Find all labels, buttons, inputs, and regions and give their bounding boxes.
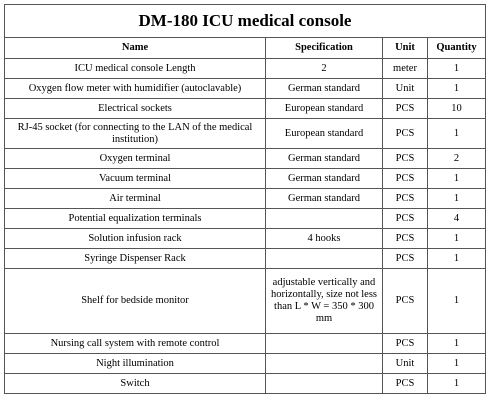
cell-unit: PCS: [382, 98, 428, 119]
cell-name: Oxygen terminal: [4, 148, 266, 169]
cell-quantity: 1: [426, 78, 487, 99]
table-row: Oxygen terminal German standard PCS 2: [4, 148, 487, 169]
cell-specification: adjustable vertically and horizontally, …: [265, 268, 383, 334]
table-row: Nursing call system with remote control …: [4, 333, 487, 354]
table-row: Electrical sockets European standard PCS…: [4, 98, 487, 119]
cell-quantity: 1: [426, 58, 487, 79]
cell-unit: meter: [382, 58, 428, 79]
cell-specification: 2: [265, 58, 383, 79]
cell-unit: PCS: [382, 248, 428, 269]
table-row: Night illumination Unit 1: [4, 353, 487, 374]
cell-unit: PCS: [382, 333, 428, 354]
cell-quantity: 1: [426, 168, 487, 189]
cell-name: Potential equalization terminals: [4, 208, 266, 229]
cell-unit: Unit: [382, 78, 428, 99]
table-row: Air terminal German standard PCS 1: [4, 188, 487, 209]
cell-name: Vacuum terminal: [4, 168, 266, 189]
cell-name: Electrical sockets: [4, 98, 266, 119]
cell-unit: PCS: [382, 208, 428, 229]
cell-specification: [265, 333, 383, 354]
cell-unit: PCS: [382, 188, 428, 209]
cell-specification: [265, 373, 383, 394]
cell-unit: PCS: [382, 373, 428, 394]
cell-quantity: 1: [426, 353, 487, 374]
cell-quantity: 10: [426, 98, 487, 119]
table-row: Solution infusion rack 4 hooks PCS 1: [4, 228, 487, 249]
cell-specification: German standard: [265, 148, 383, 169]
cell-specification: 4 hooks: [265, 228, 383, 249]
cell-name: Switch: [4, 373, 266, 394]
cell-quantity: 1: [426, 228, 487, 249]
cell-specification: [265, 208, 383, 229]
cell-unit: PCS: [382, 118, 428, 149]
table-row: Syringe Dispenser Rack PCS 1: [4, 248, 487, 269]
cell-quantity: 1: [426, 248, 487, 269]
table-title: DM-180 ICU medical console: [3, 4, 487, 38]
cell-quantity: 1: [426, 333, 487, 354]
table-row: Shelf for bedside monitor adjustable ver…: [4, 268, 487, 334]
cell-name: Solution infusion rack: [4, 228, 266, 249]
column-header-specification: Specification: [265, 37, 383, 59]
cell-name: ICU medical console Length: [4, 58, 266, 79]
cell-specification: German standard: [265, 168, 383, 189]
table-row: Vacuum terminal German standard PCS 1: [4, 168, 487, 189]
cell-unit: PCS: [382, 228, 428, 249]
cell-quantity: 2: [426, 148, 487, 169]
cell-name: Oxygen flow meter with humidifier (autoc…: [4, 78, 266, 99]
cell-specification: [265, 353, 383, 374]
cell-name: Nursing call system with remote control: [4, 333, 266, 354]
table-row: RJ-45 socket (for connecting to the LAN …: [4, 118, 487, 149]
cell-name: Syringe Dispenser Rack: [4, 248, 266, 269]
cell-unit: PCS: [382, 168, 428, 189]
cell-name: Shelf for bedside monitor: [4, 268, 266, 334]
cell-quantity: 4: [426, 208, 487, 229]
table-row: Potential equalization terminals PCS 4: [4, 208, 487, 229]
table-row: Switch PCS 1: [4, 373, 487, 394]
cell-specification: German standard: [265, 78, 383, 99]
cell-specification: European standard: [265, 118, 383, 149]
specification-table: DM-180 ICU medical console Name Specific…: [3, 4, 487, 394]
document-page: DM-180 ICU medical console Name Specific…: [3, 4, 487, 411]
column-header-quantity: Quantity: [426, 37, 487, 59]
cell-quantity: 1: [426, 118, 487, 149]
column-header-name: Name: [4, 37, 266, 59]
cell-quantity: 1: [426, 268, 487, 334]
cell-name: Night illumination: [4, 353, 266, 374]
cell-specification: German standard: [265, 188, 383, 209]
cell-quantity: 1: [426, 188, 487, 209]
cell-quantity: 1: [426, 373, 487, 394]
cell-unit: PCS: [382, 148, 428, 169]
column-header-unit: Unit: [382, 37, 428, 59]
cell-unit: Unit: [382, 353, 428, 374]
cell-unit: PCS: [382, 268, 428, 334]
cell-specification: [265, 248, 383, 269]
cell-name: Air terminal: [4, 188, 266, 209]
cell-name: RJ-45 socket (for connecting to the LAN …: [4, 118, 266, 149]
table-row: ICU medical console Length 2 meter 1: [4, 58, 487, 79]
table-row: Oxygen flow meter with humidifier (autoc…: [4, 78, 487, 99]
cell-specification: European standard: [265, 98, 383, 119]
